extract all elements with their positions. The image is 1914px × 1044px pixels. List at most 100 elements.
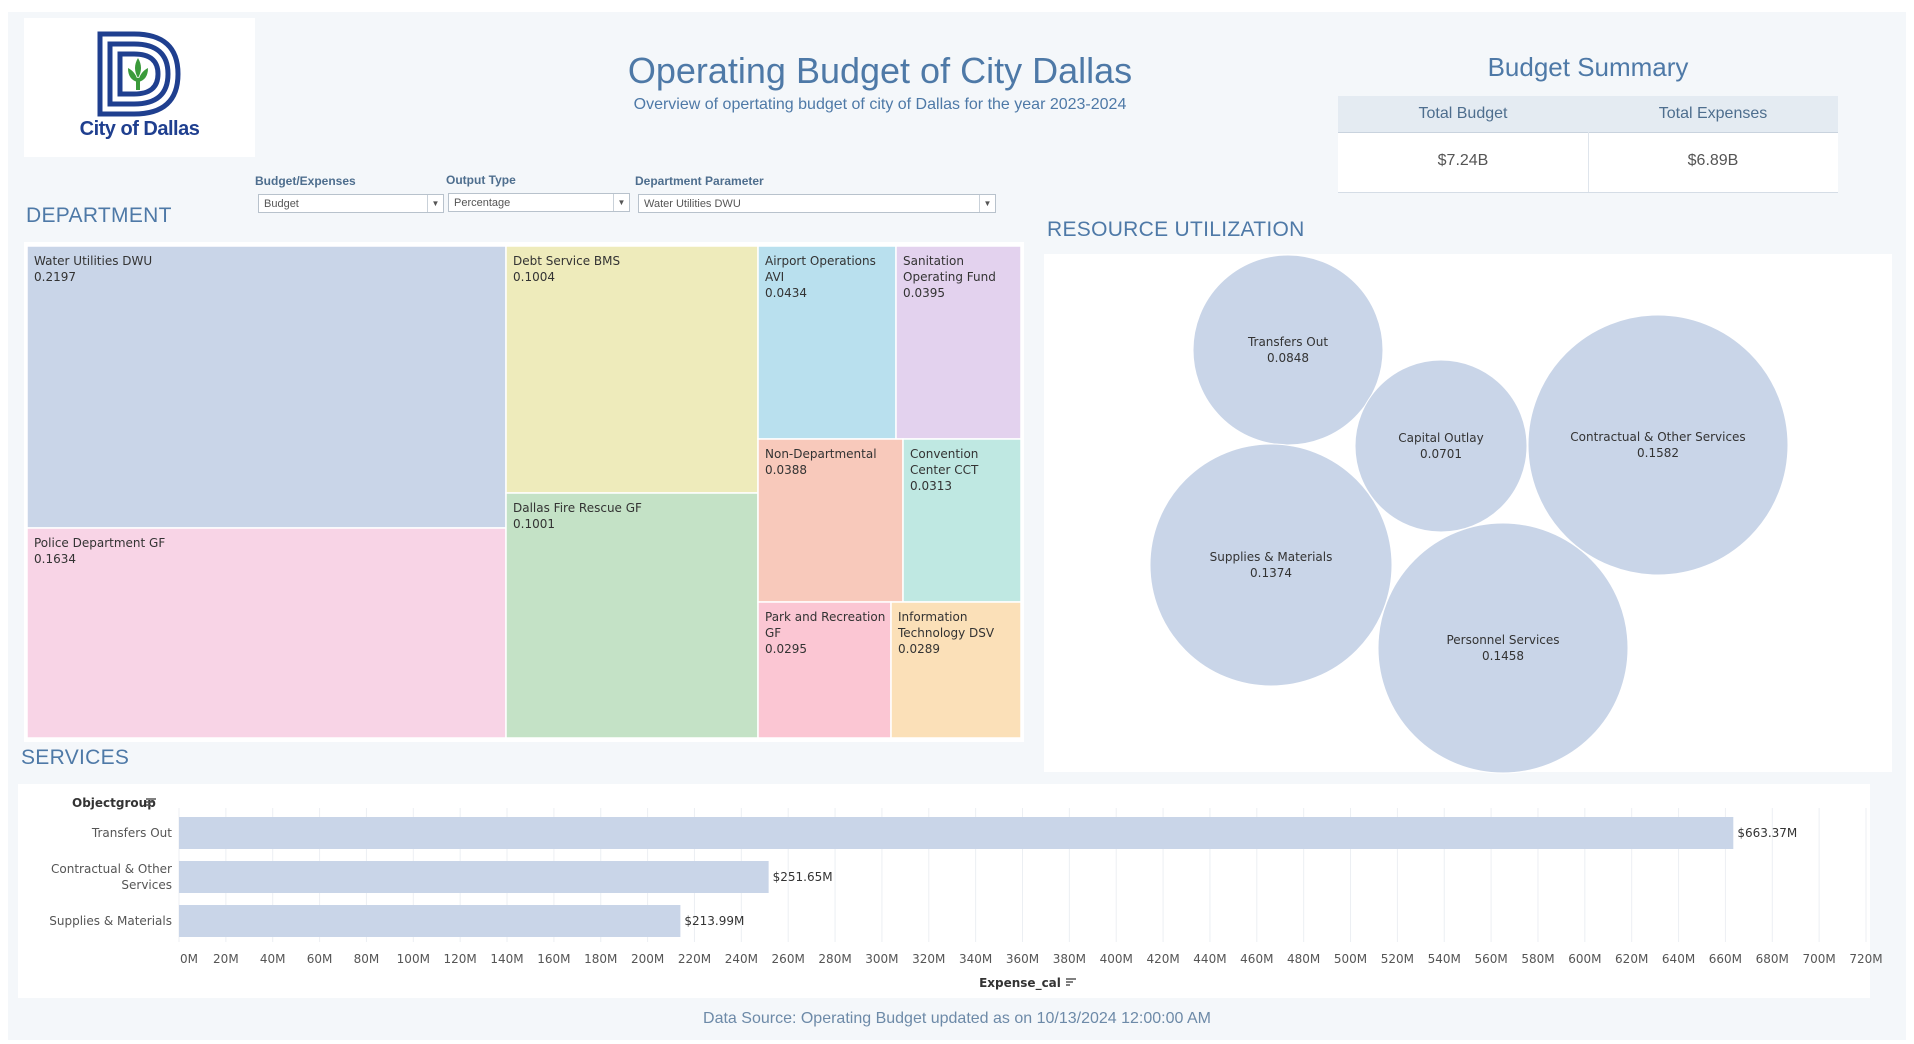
x-tick-label: 240M [725, 952, 758, 966]
treemap-tile-value: 0.0289 [898, 642, 940, 656]
chevron-down-icon[interactable]: ▼ [979, 195, 995, 212]
x-tick-label: 140M [490, 952, 523, 966]
budget-summary-table: Total Budget Total Expenses $7.24B $6.89… [1338, 96, 1838, 193]
bar-row[interactable]: $213.99M Supplies & Materials [49, 905, 744, 937]
data-source-footer: Data Source: Operating Budget updated as… [703, 1010, 1211, 1027]
x-tick-label: 400M [1100, 952, 1133, 966]
chevron-down-icon[interactable]: ▼ [613, 194, 629, 211]
category-label: Transfers Out [91, 826, 172, 840]
budget-expenses-selected: Budget [264, 198, 299, 210]
treemap-tile-label: Sanitation [903, 254, 964, 268]
x-tick-label: 700M [1803, 952, 1836, 966]
treemap-tile[interactable]: Debt Service BMS 0.1004 [505, 245, 759, 494]
total-budget-header: Total Budget [1418, 105, 1508, 122]
sort-icon[interactable] [1066, 978, 1076, 986]
bar-row[interactable]: $251.65M Contractual & Other Services [51, 861, 833, 893]
bubble-circle[interactable] [1527, 314, 1789, 576]
x-tick-label: 380M [1053, 952, 1086, 966]
treemap-tile-rect[interactable] [757, 245, 897, 440]
treemap-tile-label: Information [898, 610, 967, 624]
output-type-selected: Percentage [454, 197, 511, 209]
treemap-tile-label: Airport Operations [765, 254, 876, 268]
department-parameter-dropdown[interactable]: Water Utilities DWU ▼ [638, 194, 996, 213]
resource-bubble[interactable]: Transfers Out 0.0848 [1192, 254, 1384, 446]
x-tick-label: 320M [912, 952, 945, 966]
treemap-tile-label: Center CCT [910, 463, 979, 477]
treemap-tile-value: 0.1004 [513, 270, 555, 284]
output-type-filter-label: Output Type [446, 173, 516, 187]
treemap-tile-label: Police Department GF [34, 536, 165, 550]
treemap-tile-label: Operating Fund [903, 270, 996, 284]
page-title: Operating Budget of City Dallas [627, 50, 1133, 91]
treemap-tile[interactable]: Sanitation Operating Fund 0.0395 [895, 245, 1022, 440]
resource-utilization-section-title: RESOURCE UTILIZATION [1047, 218, 1305, 241]
bar[interactable] [179, 861, 769, 893]
x-tick-label: 420M [1146, 952, 1179, 966]
total-expenses-header: Total Expenses [1658, 105, 1768, 122]
treemap-tile-rect[interactable] [902, 438, 1022, 603]
treemap-tile-rect[interactable] [895, 245, 1022, 440]
treemap-tile-rect[interactable] [505, 492, 759, 739]
treemap-tile[interactable]: Water Utilities DWU 0.2197 [26, 245, 507, 529]
treemap-tile-label: AVI [765, 270, 784, 284]
output-type-dropdown[interactable]: Percentage ▼ [448, 193, 630, 212]
treemap-tile[interactable]: Police Department GF 0.1634 [26, 527, 507, 739]
bubble-circle[interactable] [1149, 443, 1393, 687]
summary-divider [1588, 132, 1589, 192]
bar-row[interactable]: $663.37M Transfers Out [91, 817, 1797, 849]
category-label: Supplies & Materials [49, 914, 172, 928]
x-tick-label: 220M [678, 952, 711, 966]
treemap-tile-value: 0.0295 [765, 642, 807, 656]
bubble-circle[interactable] [1354, 359, 1528, 533]
bar[interactable] [179, 905, 681, 937]
category-label: Services [121, 878, 172, 892]
services-section-title: SERVICES [21, 746, 130, 769]
resource-bubble[interactable]: Contractual & Other Services 0.1582 [1527, 314, 1789, 576]
x-tick-label: 80M [354, 952, 380, 966]
bar[interactable] [179, 817, 1734, 849]
x-tick-label: 260M [772, 952, 805, 966]
x-tick-label: 660M [1709, 952, 1742, 966]
budget-summary-title: Budget Summary [1487, 52, 1689, 82]
x-tick-label: 20M [213, 952, 239, 966]
treemap-tile-label: Convention [910, 447, 978, 461]
logo-text: City of Dallas [79, 118, 200, 140]
treemap-tile-rect[interactable] [757, 601, 892, 739]
resource-bubble[interactable]: Personnel Services 0.1458 [1377, 522, 1629, 774]
chevron-down-icon[interactable]: ▼ [427, 195, 443, 212]
treemap-tile[interactable]: Airport Operations AVI 0.0434 [757, 245, 897, 440]
treemap-tile-rect[interactable] [26, 245, 507, 529]
x-tick-label: 360M [1006, 952, 1039, 966]
sort-icon[interactable] [146, 798, 156, 806]
bubble-label: Transfers Out [1247, 335, 1328, 349]
treemap-tile-rect[interactable] [890, 601, 1022, 739]
treemap-tile[interactable]: Dallas Fire Rescue GF 0.1001 [505, 492, 759, 739]
treemap-tile-rect[interactable] [26, 527, 507, 739]
bubble-value: 0.1582 [1637, 446, 1679, 460]
treemap-tile-value: 0.0388 [765, 463, 807, 477]
resource-bubble[interactable]: Supplies & Materials 0.1374 [1149, 443, 1393, 687]
x-tick-label: 580M [1521, 952, 1554, 966]
treemap-tile[interactable]: Park and Recreation GF 0.0295 [757, 601, 892, 739]
treemap-tile-label: Park and Recreation [765, 610, 885, 624]
treemap-tile-value: 0.0395 [903, 286, 945, 300]
treemap-tile[interactable]: Convention Center CCT 0.0313 [902, 438, 1022, 603]
x-tick-label: 500M [1334, 952, 1367, 966]
city-logo-emblem-icon [97, 31, 181, 117]
treemap-tile[interactable]: Non-Departmental 0.0388 [757, 438, 904, 603]
x-tick-label: 0M [180, 952, 198, 966]
bubble-circle[interactable] [1377, 522, 1629, 774]
treemap-tile-rect[interactable] [505, 245, 759, 494]
x-tick-label: 480M [1287, 952, 1320, 966]
treemap-tile[interactable]: Information Technology DSV 0.0289 [890, 601, 1022, 739]
treemap-tile-rect[interactable] [757, 438, 904, 603]
bubble-value: 0.1458 [1482, 649, 1524, 663]
bubble-value: 0.0701 [1420, 447, 1462, 461]
category-label: Contractual & Other [51, 862, 172, 876]
x-tick-label: 600M [1568, 952, 1601, 966]
treemap-tile-value: 0.1001 [513, 517, 555, 531]
budget-expenses-dropdown[interactable]: Budget ▼ [258, 194, 444, 213]
resource-bubble[interactable]: Capital Outlay 0.0701 [1354, 359, 1528, 533]
